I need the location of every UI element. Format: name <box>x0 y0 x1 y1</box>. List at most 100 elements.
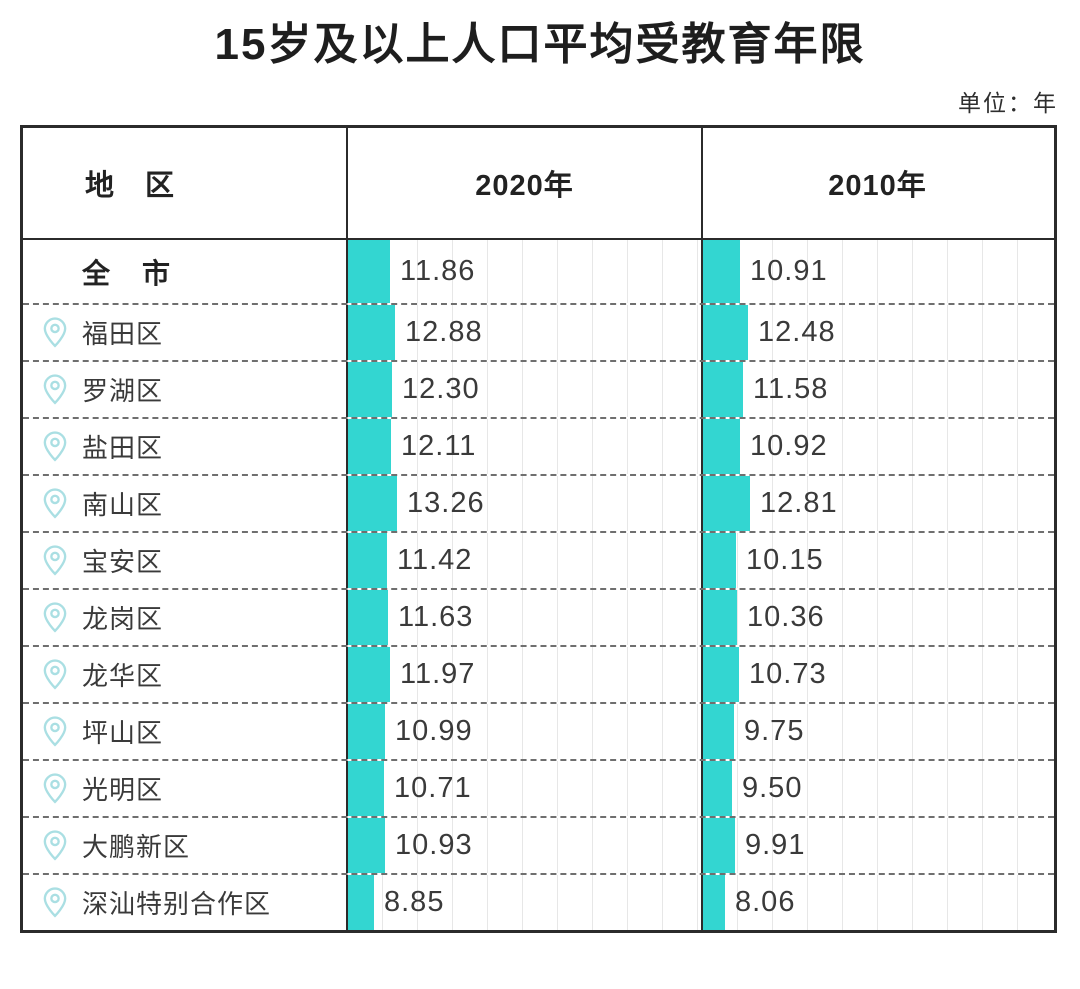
value-bar-2020 <box>348 704 385 759</box>
location-pin-icon <box>43 431 67 462</box>
value-cell-2020: 10.71 <box>346 761 701 816</box>
value-cell-2020: 11.86 <box>346 240 701 303</box>
value-cell-2020: 10.99 <box>346 704 701 759</box>
region-cell: 南山区 <box>23 476 346 531</box>
value-bar-2010 <box>703 590 737 645</box>
value-bar-2020 <box>348 647 390 702</box>
region-cell: 坪山区 <box>23 704 346 759</box>
value-bar-2010 <box>703 647 739 702</box>
location-pin-icon <box>43 488 67 519</box>
value-2020: 12.88 <box>405 316 483 348</box>
value-bar-2010 <box>703 476 750 531</box>
value-bar-2020 <box>348 362 392 417</box>
value-cell-2010: 10.73 <box>701 647 1052 702</box>
table-row: 南山区 13.26 12.81 <box>23 474 1054 531</box>
value-bar-2010 <box>703 761 732 816</box>
region-cell: 罗湖区 <box>23 362 346 417</box>
value-2010: 10.36 <box>747 601 825 633</box>
value-2020: 11.42 <box>397 544 473 576</box>
value-2010: 9.75 <box>744 715 805 747</box>
value-2010: 10.15 <box>746 544 824 576</box>
table-body: 全 市 11.86 10.91 福田区 12.88 12.48 <box>23 240 1054 930</box>
value-cell-2010: 12.81 <box>701 476 1052 531</box>
value-cell-2010: 9.75 <box>701 704 1052 759</box>
value-cell-2020: 13.26 <box>346 476 701 531</box>
value-cell-2020: 11.63 <box>346 590 701 645</box>
table-row: 光明区 10.71 9.50 <box>23 759 1054 816</box>
region-label: 宝安区 <box>82 547 164 577</box>
value-bar-2020 <box>348 875 374 930</box>
value-bar-2010 <box>703 818 735 873</box>
table-row: 宝安区 11.42 10.15 <box>23 531 1054 588</box>
value-2020: 11.63 <box>398 601 474 633</box>
region-label: 龙华区 <box>82 661 164 691</box>
value-bar-2010 <box>703 362 743 417</box>
value-cell-2020: 8.85 <box>346 875 701 930</box>
location-pin-icon <box>43 317 67 348</box>
region-cell: 龙岗区 <box>23 590 346 645</box>
value-cell-2010: 10.91 <box>701 240 1052 303</box>
value-cell-2010: 12.48 <box>701 305 1052 360</box>
location-pin-icon <box>43 716 67 747</box>
value-cell-2010: 11.58 <box>701 362 1052 417</box>
value-bar-2010 <box>703 419 740 474</box>
table-row: 坪山区 10.99 9.75 <box>23 702 1054 759</box>
region-label: 坪山区 <box>82 718 164 748</box>
region-cell: 大鹏新区 <box>23 818 346 873</box>
value-bar-2010 <box>703 533 736 588</box>
table-row: 龙岗区 11.63 10.36 <box>23 588 1054 645</box>
education-years-table: 地 区 2020年 2010年 全 市 11.86 10.91 福田区 <box>20 125 1057 933</box>
region-label: 深汕特别合作区 <box>82 889 272 919</box>
unit-label: 单位：年 <box>958 90 1058 116</box>
value-cell-2010: 8.06 <box>701 875 1052 930</box>
value-2020: 10.71 <box>394 772 472 804</box>
value-2010: 12.48 <box>758 316 836 348</box>
region-cell: 光明区 <box>23 761 346 816</box>
column-header-2010: 2010年 <box>701 128 1052 238</box>
region-label: 罗湖区 <box>82 376 164 406</box>
location-pin-icon <box>43 659 67 690</box>
value-bar-2010 <box>703 704 734 759</box>
value-2020: 11.97 <box>400 658 476 690</box>
region-label: 盐田区 <box>82 433 164 463</box>
value-cell-2020: 12.88 <box>346 305 701 360</box>
table-row: 全 市 11.86 10.91 <box>23 240 1054 303</box>
column-header-2020: 2020年 <box>346 128 701 238</box>
value-bar-2020 <box>348 818 385 873</box>
value-cell-2010: 10.36 <box>701 590 1052 645</box>
region-label: 龙岗区 <box>82 604 164 634</box>
table-header-row: 地 区 2020年 2010年 <box>23 128 1054 240</box>
value-cell-2010: 10.15 <box>701 533 1052 588</box>
location-pin-icon <box>43 887 67 918</box>
value-2020: 12.30 <box>402 373 480 405</box>
value-cell-2010: 9.50 <box>701 761 1052 816</box>
region-label: 福田区 <box>82 319 164 349</box>
value-2020: 10.99 <box>395 715 473 747</box>
value-2010: 10.73 <box>749 658 827 690</box>
value-cell-2020: 11.97 <box>346 647 701 702</box>
value-2020: 10.93 <box>395 829 473 861</box>
value-2020: 13.26 <box>407 487 485 519</box>
value-cell-2020: 12.11 <box>346 419 701 474</box>
value-2010: 8.06 <box>735 886 796 918</box>
value-bar-2020 <box>348 305 395 360</box>
location-pin-icon <box>43 773 67 804</box>
table-row: 龙华区 11.97 10.73 <box>23 645 1054 702</box>
region-cell: 龙华区 <box>23 647 346 702</box>
region-label: 大鹏新区 <box>82 832 191 862</box>
value-2020: 11.86 <box>400 255 476 287</box>
value-2020: 12.11 <box>401 430 477 462</box>
value-bar-2010 <box>703 240 740 303</box>
value-bar-2020 <box>348 240 390 303</box>
value-2010: 9.91 <box>745 829 806 861</box>
table-row: 盐田区 12.11 10.92 <box>23 417 1054 474</box>
value-bar-2020 <box>348 533 387 588</box>
value-cell-2010: 9.91 <box>701 818 1052 873</box>
page-title: 15岁及以上人口平均受教育年限 <box>214 20 866 69</box>
location-pin-icon <box>43 545 67 576</box>
value-2010: 10.91 <box>750 255 828 287</box>
value-bar-2020 <box>348 419 391 474</box>
value-2020: 8.85 <box>384 886 445 918</box>
value-cell-2020: 12.30 <box>346 362 701 417</box>
location-pin-icon <box>43 830 67 861</box>
